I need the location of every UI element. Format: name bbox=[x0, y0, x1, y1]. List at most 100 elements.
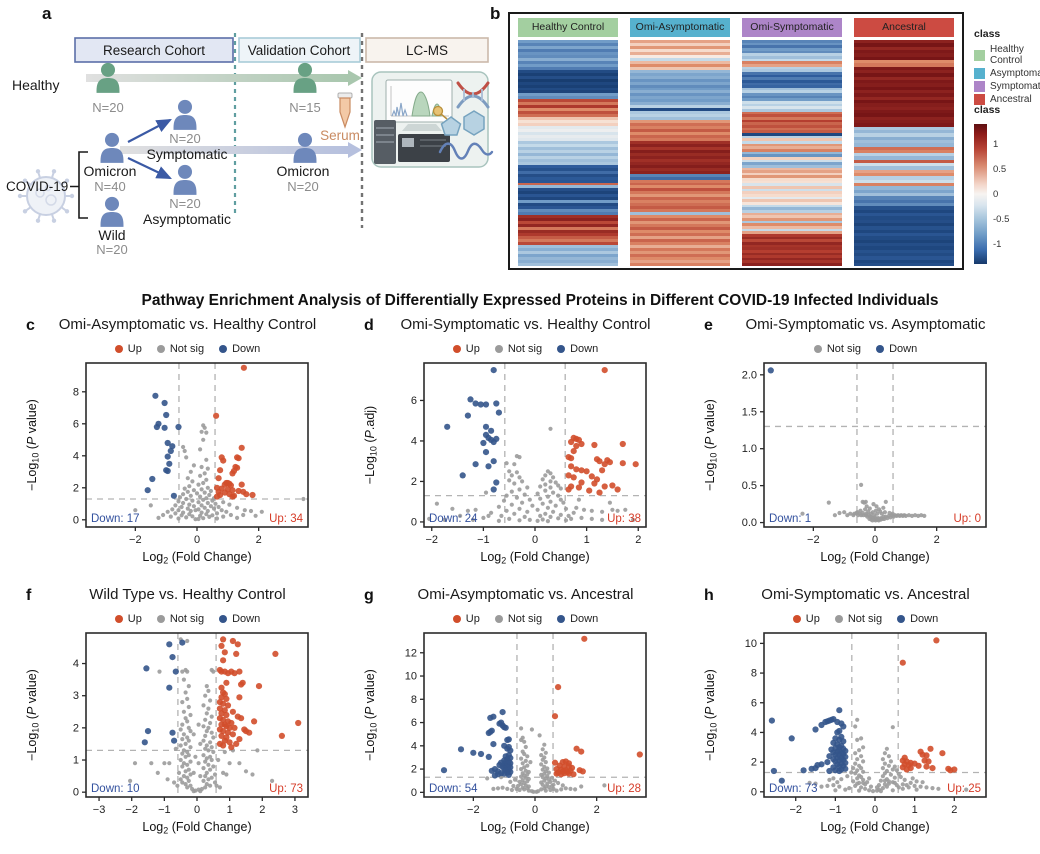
heatmap-stripe bbox=[742, 167, 842, 171]
legend-label: Down bbox=[570, 343, 599, 355]
heatmap-stripe bbox=[630, 84, 730, 88]
heatmap-stripe bbox=[630, 48, 730, 52]
heatmap-stripe bbox=[630, 132, 730, 135]
heatmap-stripe bbox=[742, 82, 842, 86]
volcano-legend: Up Not sig Down bbox=[20, 341, 355, 357]
up-count: Up: 25 bbox=[947, 783, 981, 795]
heatmap-stripe bbox=[854, 179, 954, 184]
legend-item-not-sig: Not sig bbox=[156, 343, 204, 355]
panel-e: e Omi-Symptomatic vs. Asymptomatic Not s… bbox=[698, 316, 1033, 574]
panel-letter: h bbox=[704, 587, 714, 604]
molecule-icon bbox=[432, 105, 485, 136]
heatmap-stripe bbox=[518, 250, 618, 254]
heatmap-stripe bbox=[854, 89, 954, 94]
panel-header: g Omi-Asymptomatic vs. Ancestral bbox=[358, 586, 693, 608]
colorbar-title: class bbox=[974, 104, 1001, 116]
heatmap-stripe bbox=[742, 255, 842, 258]
heatmap-stripe bbox=[742, 191, 842, 195]
heatmap-stripe bbox=[518, 170, 618, 174]
heatmap-stripe bbox=[630, 170, 730, 174]
heatmap-stripe bbox=[742, 241, 842, 245]
heatmap-stripe bbox=[854, 106, 954, 110]
heatmap-stripe bbox=[630, 129, 730, 133]
heatmap-stripe bbox=[742, 71, 842, 75]
legend-dot bbox=[114, 615, 123, 623]
legend-item-down: Down bbox=[219, 613, 260, 625]
panel-letter: f bbox=[26, 587, 32, 604]
heatmap-stripe bbox=[742, 135, 842, 139]
chromatogram-blue-peaks bbox=[391, 102, 408, 117]
panel-letter: c bbox=[26, 317, 35, 334]
legend-label: Not sig bbox=[826, 343, 862, 355]
protein-squiggle-icon bbox=[438, 142, 494, 160]
heatmap-stripe bbox=[518, 78, 618, 82]
heatmap-stripe bbox=[854, 246, 954, 250]
heatmap-stripe bbox=[630, 93, 730, 97]
x-tick-label: 2 bbox=[635, 534, 641, 546]
heatmap-column: Healthy Control bbox=[518, 18, 618, 266]
heatmap-stripe bbox=[518, 197, 618, 201]
heatmap-stripe bbox=[854, 119, 954, 124]
heatmap-stripe bbox=[630, 227, 730, 230]
legend-dot bbox=[114, 345, 123, 353]
x-tick-label: 2 bbox=[951, 804, 957, 816]
heatmap-stripe bbox=[854, 243, 954, 247]
legend-label: Up bbox=[127, 613, 142, 625]
legend-label: Not sig bbox=[847, 613, 883, 625]
heatmap-stripe bbox=[630, 232, 730, 236]
heatmap-stripe bbox=[742, 98, 842, 102]
heatmap-stripe bbox=[630, 158, 730, 162]
x-axis-label: Log2 (Fold Change) bbox=[820, 550, 929, 566]
panel-title: Omi-Symptomatic vs. Ancestral bbox=[761, 586, 970, 603]
heatmap-stripe bbox=[518, 182, 618, 186]
legend-dot bbox=[219, 345, 228, 353]
heatmap-stripe bbox=[854, 203, 954, 207]
lcms-box bbox=[365, 37, 489, 63]
legend-dot bbox=[557, 615, 566, 623]
lcms-label: LC-MS bbox=[406, 43, 448, 58]
heatmap-stripe bbox=[742, 202, 842, 205]
heatmap-stripe bbox=[630, 256, 730, 260]
heatmap-stripe bbox=[518, 123, 618, 127]
heatmap-stripe bbox=[630, 209, 730, 213]
x-tick-label: 0 bbox=[194, 534, 200, 546]
legend-title: class bbox=[974, 28, 1001, 40]
heatmap-stripe bbox=[518, 84, 618, 88]
asymptomatic-person-icon bbox=[173, 164, 197, 195]
heatmap-stripe bbox=[630, 244, 730, 248]
heatmap-stripe bbox=[630, 120, 730, 124]
legend-item-up: Up bbox=[452, 613, 480, 625]
heatmap-stripe bbox=[518, 191, 618, 195]
heatmap-stripe bbox=[742, 236, 842, 240]
down-count: Down: 24 bbox=[429, 513, 478, 525]
omicron-n-label: N=40 bbox=[94, 179, 125, 194]
heatmap-stripe bbox=[742, 228, 842, 232]
legend-label: Down bbox=[232, 343, 261, 355]
heatmap-stripe bbox=[854, 219, 954, 224]
points-notsig bbox=[128, 637, 275, 794]
heatmap-stripe bbox=[630, 149, 730, 153]
x-tick-label: 3 bbox=[292, 804, 298, 816]
heatmap-stripe bbox=[854, 129, 954, 134]
x-tick-label: 1 bbox=[912, 804, 918, 816]
heatmap-stripe bbox=[630, 221, 730, 225]
heatmap-panel: Healthy Control Omi-Asymptomatic Omi-Sym… bbox=[508, 12, 964, 270]
legend-item: Asymptomatic bbox=[974, 68, 1040, 79]
legend-item-not-sig: Not sig bbox=[156, 613, 204, 625]
panel-letter: g bbox=[364, 587, 374, 604]
heatmap-stripe bbox=[854, 43, 954, 47]
heatmap-stripe bbox=[854, 46, 954, 50]
heatmap-stripe bbox=[742, 225, 842, 229]
heatmap-stripe bbox=[630, 99, 730, 103]
heatmap-stripe bbox=[742, 114, 842, 118]
heatmap-stripe bbox=[630, 140, 730, 144]
heatmap-stripe bbox=[854, 189, 954, 194]
healthy-n-label: N=20 bbox=[92, 100, 123, 115]
heatmap-stripe bbox=[742, 140, 842, 144]
x-tick-label: −2 bbox=[789, 804, 802, 816]
heatmap-stripe bbox=[854, 49, 954, 54]
heatmap-stripe bbox=[518, 108, 618, 112]
y-tick-label: 3 bbox=[73, 690, 79, 702]
heatmap-stripe bbox=[518, 42, 618, 46]
